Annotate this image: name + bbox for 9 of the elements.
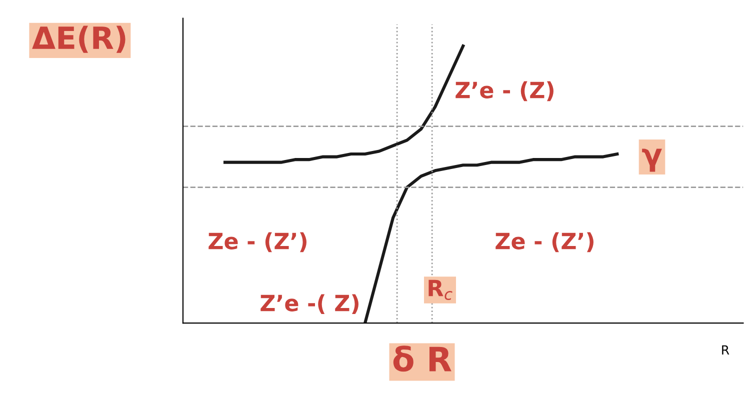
x-axis-title: R xyxy=(722,345,730,354)
y-axis-title: ΔE(R) xyxy=(32,26,126,53)
annotation: Z’e -( Z) xyxy=(260,294,358,314)
text: δ R xyxy=(393,346,452,372)
annotation: Ze - (Z’) xyxy=(208,232,306,252)
annotation: Z’e - (Z) xyxy=(456,81,554,102)
annotation: R$_{c}$ xyxy=(428,280,452,300)
annotation: γ xyxy=(642,148,662,172)
annotation: Ze - (Z’) xyxy=(496,232,594,252)
